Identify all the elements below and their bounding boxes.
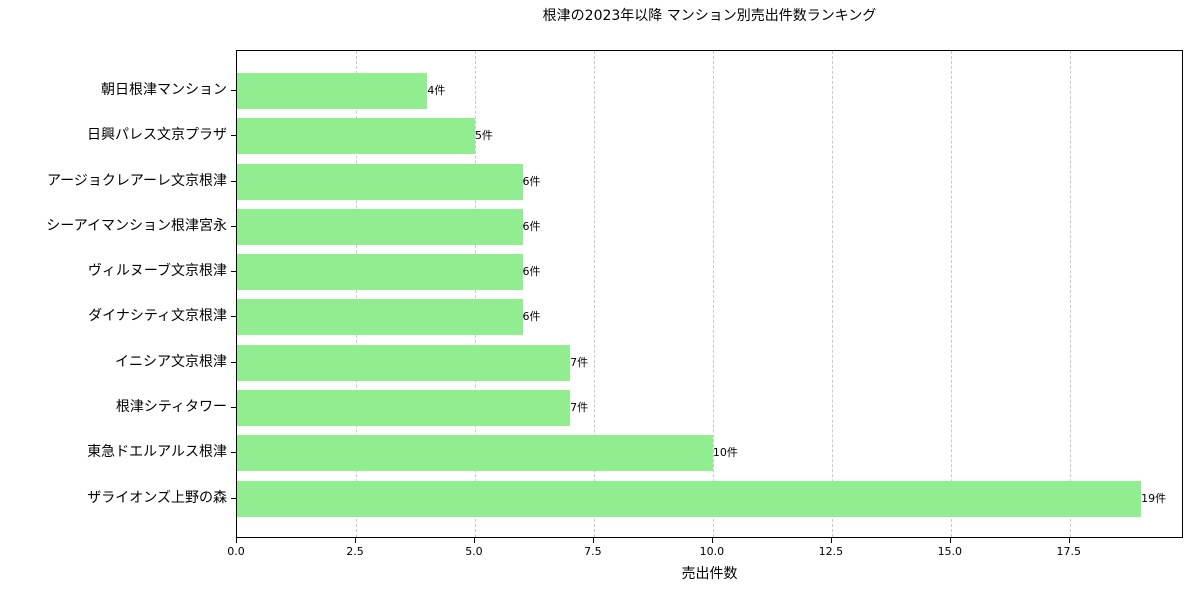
bar-value-label: 10件 <box>712 446 738 459</box>
grid-line <box>593 51 595 537</box>
y-tick <box>231 362 236 363</box>
bar <box>237 209 523 245</box>
bar <box>237 481 1142 517</box>
x-axis-title: 売出件数 <box>681 566 738 582</box>
x-tick-label: 12.5 <box>818 545 844 558</box>
grid-line <box>831 51 833 537</box>
y-tick <box>231 181 236 182</box>
x-tick <box>354 538 356 543</box>
y-category-label: ダイナシティ文京根津 <box>88 308 227 324</box>
x-tick-label: 2.5 <box>346 545 364 558</box>
x-tick <box>473 538 475 543</box>
bar <box>237 164 523 200</box>
x-tick <box>949 538 951 543</box>
bar <box>237 345 571 381</box>
y-tick <box>231 226 236 227</box>
x-tick-label: 5.0 <box>465 545 483 558</box>
y-tick <box>231 498 236 499</box>
bar-value-label: 5件 <box>474 129 493 142</box>
y-tick <box>231 135 236 136</box>
y-category-label: イニシア文京根津 <box>115 354 227 370</box>
grid-line <box>712 51 714 537</box>
bar <box>237 73 428 109</box>
bar-value-label: 6件 <box>522 310 541 323</box>
y-category-label: シーアイマンション根津宮永 <box>46 218 227 234</box>
x-tick-label: 0.0 <box>227 545 245 558</box>
x-tick-label: 17.5 <box>1056 545 1082 558</box>
y-tick <box>231 407 236 408</box>
y-tick <box>231 90 236 91</box>
bar-value-label: 6件 <box>522 265 541 278</box>
chart-title: 根津の2023年以降 マンション別売出件数ランキング <box>542 8 877 24</box>
bar-value-label: 7件 <box>570 401 589 414</box>
y-category-label: 根津シティタワー <box>115 399 227 415</box>
x-tick-label: 15.0 <box>937 545 963 558</box>
x-tick-label: 7.5 <box>584 545 602 558</box>
grid-line <box>1069 51 1071 537</box>
y-category-label: ザライオンズ上野の森 <box>87 490 227 506</box>
bar <box>237 118 475 154</box>
grid-line <box>950 51 952 537</box>
bar-value-label: 7件 <box>570 356 589 369</box>
y-category-label: 日興パレス文京プラザ <box>87 127 227 143</box>
x-tick <box>830 538 832 543</box>
x-tick-label: 10.0 <box>699 545 725 558</box>
x-tick <box>1068 538 1070 543</box>
y-category-label: 朝日根津マンション <box>101 82 227 98</box>
x-tick <box>711 538 713 543</box>
y-category-label: ヴィルヌーブ文京根津 <box>87 263 227 279</box>
bar <box>237 390 571 426</box>
x-tick <box>236 538 237 543</box>
bar-value-label: 19件 <box>1141 492 1167 505</box>
x-tick <box>592 538 594 543</box>
bar-value-label: 6件 <box>522 220 541 233</box>
bar <box>237 254 523 290</box>
plot-area: 4件 5件 6件 6件 6件 6件 7件 7件 10件 19件 <box>236 50 1183 538</box>
y-tick <box>231 452 236 453</box>
bar-value-label: 6件 <box>522 175 541 188</box>
y-category-label: アージョクレアーレ文京根津 <box>46 173 227 189</box>
grid-line <box>355 51 357 537</box>
y-tick <box>231 271 236 272</box>
bar <box>237 435 713 471</box>
y-category-label: 東急ドエルアルス根津 <box>87 444 227 460</box>
bar-value-label: 4件 <box>427 84 446 97</box>
grid-line <box>474 51 476 537</box>
bar <box>237 299 523 335</box>
y-tick <box>231 316 236 317</box>
